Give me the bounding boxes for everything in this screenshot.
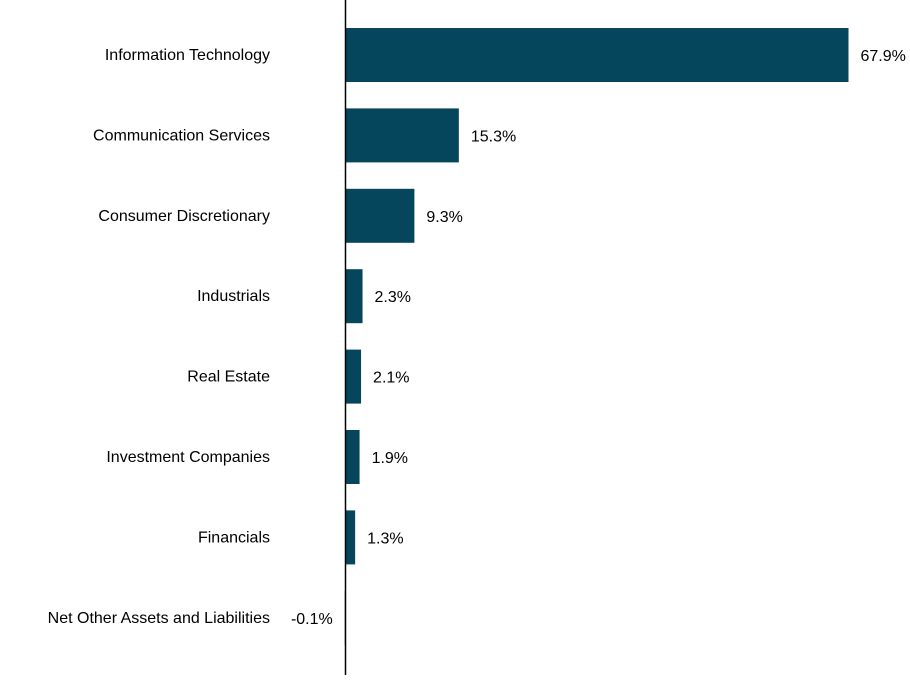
value-label: 1.3% [367, 530, 403, 547]
category-label: Financials [198, 529, 270, 546]
bar [345, 269, 363, 324]
bar [345, 430, 360, 484]
bar [345, 188, 415, 243]
bar [345, 510, 356, 565]
category-label: Industrials [197, 288, 270, 305]
category-label: Information Technology [105, 47, 270, 64]
value-label: 9.3% [426, 209, 462, 226]
bar [345, 108, 459, 163]
value-label: 1.9% [372, 450, 408, 467]
value-label: 15.3% [471, 128, 516, 145]
bar [345, 349, 362, 404]
category-label: Real Estate [187, 369, 270, 386]
value-label: -0.1% [291, 611, 333, 628]
value-label: 2.3% [375, 289, 411, 306]
category-label: Investment Companies [106, 449, 270, 466]
category-label: Communication Services [93, 127, 270, 144]
value-label: 2.1% [373, 370, 409, 387]
category-label: Consumer Discretionary [98, 208, 270, 225]
value-label: 67.9% [861, 48, 906, 65]
category-label: Net Other Assets and Liabilities [48, 610, 270, 627]
bar [345, 28, 849, 82]
